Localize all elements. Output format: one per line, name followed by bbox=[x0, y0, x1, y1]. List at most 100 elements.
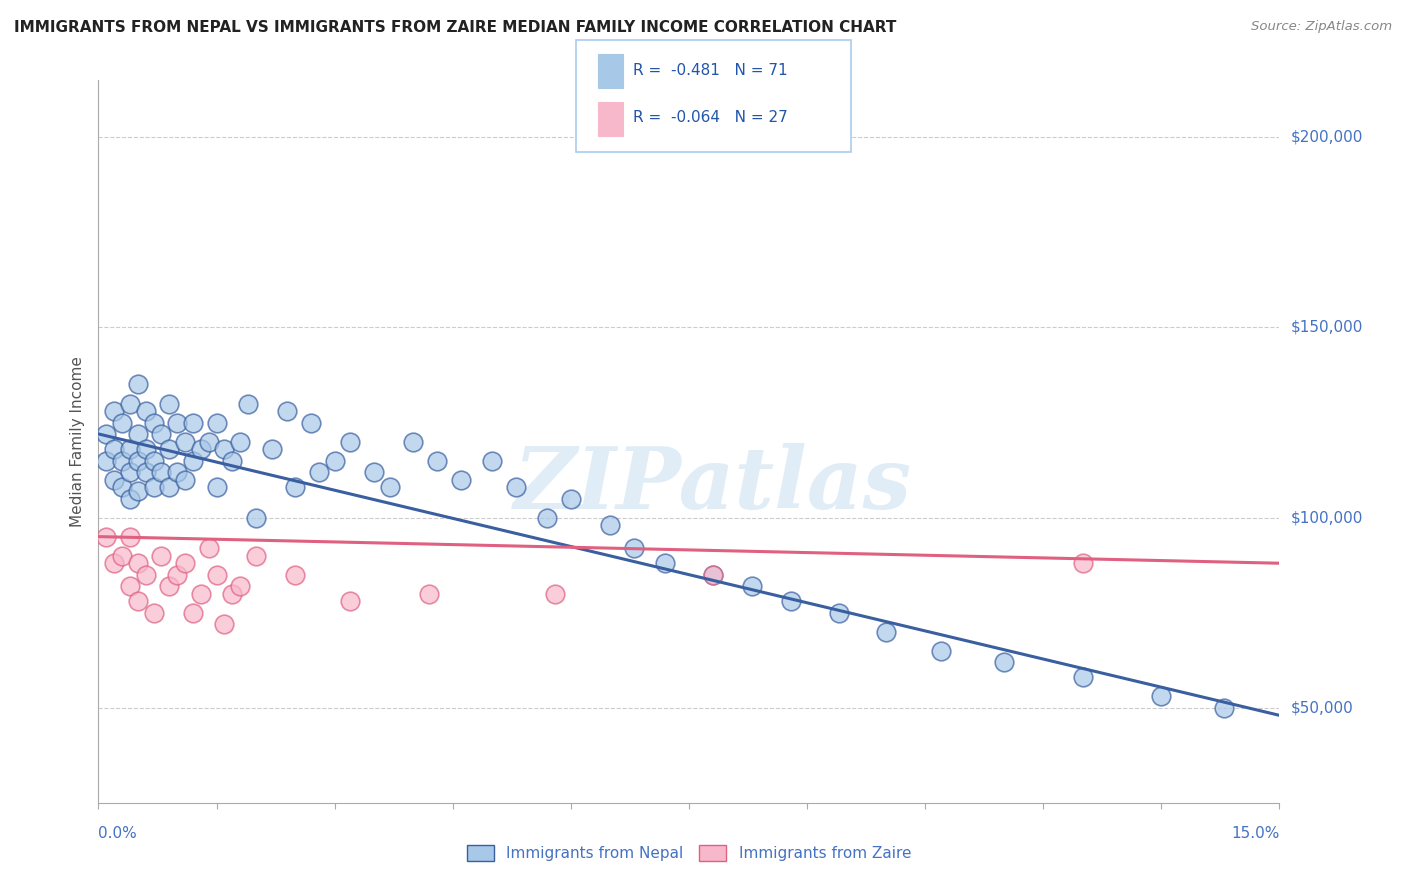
Point bbox=[205, 416, 228, 430]
Point bbox=[205, 480, 228, 494]
Point bbox=[1071, 670, 1094, 684]
Point bbox=[103, 404, 125, 418]
Point bbox=[505, 480, 527, 494]
Point bbox=[190, 587, 212, 601]
Point bbox=[174, 473, 197, 487]
Point bbox=[599, 518, 621, 533]
Point bbox=[135, 404, 157, 418]
Point bbox=[993, 655, 1015, 669]
Point bbox=[284, 480, 307, 494]
Point bbox=[284, 567, 307, 582]
Point bbox=[245, 510, 267, 524]
Point bbox=[197, 434, 219, 449]
Point bbox=[741, 579, 763, 593]
Point bbox=[481, 453, 503, 467]
Text: $150,000: $150,000 bbox=[1291, 320, 1362, 335]
Point bbox=[157, 396, 180, 410]
Point bbox=[96, 426, 118, 441]
Text: $50,000: $50,000 bbox=[1291, 700, 1354, 715]
Point bbox=[111, 453, 134, 467]
Point bbox=[166, 465, 188, 479]
Point bbox=[299, 416, 322, 430]
Point bbox=[142, 480, 165, 494]
Point bbox=[1150, 690, 1173, 704]
Point bbox=[127, 556, 149, 570]
Point bbox=[929, 643, 952, 657]
Point bbox=[127, 377, 149, 392]
Point bbox=[236, 396, 259, 410]
Point bbox=[623, 541, 645, 555]
Point bbox=[378, 480, 401, 494]
Point bbox=[827, 606, 849, 620]
Point bbox=[1071, 556, 1094, 570]
Point bbox=[181, 606, 204, 620]
Point bbox=[181, 416, 204, 430]
Point bbox=[142, 453, 165, 467]
Text: IMMIGRANTS FROM NEPAL VS IMMIGRANTS FROM ZAIRE MEDIAN FAMILY INCOME CORRELATION : IMMIGRANTS FROM NEPAL VS IMMIGRANTS FROM… bbox=[14, 20, 897, 35]
Text: $100,000: $100,000 bbox=[1291, 510, 1362, 525]
Point bbox=[536, 510, 558, 524]
Point bbox=[363, 465, 385, 479]
Point bbox=[118, 465, 141, 479]
Point bbox=[127, 483, 149, 498]
Point bbox=[150, 465, 173, 479]
Point bbox=[111, 549, 134, 563]
Point bbox=[118, 530, 141, 544]
Point bbox=[323, 453, 346, 467]
Point bbox=[127, 453, 149, 467]
Point bbox=[544, 587, 567, 601]
Point bbox=[780, 594, 803, 608]
Text: 15.0%: 15.0% bbox=[1232, 826, 1279, 840]
Point bbox=[260, 442, 283, 457]
Text: $200,000: $200,000 bbox=[1291, 130, 1362, 145]
Point bbox=[103, 556, 125, 570]
Point bbox=[166, 567, 188, 582]
Point bbox=[127, 594, 149, 608]
Point bbox=[150, 426, 173, 441]
Point bbox=[875, 624, 897, 639]
Point bbox=[135, 442, 157, 457]
Point bbox=[418, 587, 440, 601]
Point bbox=[111, 480, 134, 494]
Point bbox=[702, 567, 724, 582]
Point bbox=[118, 442, 141, 457]
Point bbox=[118, 396, 141, 410]
Text: 0.0%: 0.0% bbox=[98, 826, 138, 840]
Point bbox=[135, 567, 157, 582]
Point bbox=[402, 434, 425, 449]
Point bbox=[308, 465, 330, 479]
Point bbox=[181, 453, 204, 467]
Point bbox=[450, 473, 472, 487]
Point bbox=[166, 416, 188, 430]
Point bbox=[197, 541, 219, 555]
Point bbox=[174, 556, 197, 570]
Point bbox=[118, 491, 141, 506]
Point bbox=[96, 453, 118, 467]
Point bbox=[214, 442, 236, 457]
Text: R =  -0.064   N = 27: R = -0.064 N = 27 bbox=[633, 111, 787, 125]
Point bbox=[142, 416, 165, 430]
Legend: Immigrants from Nepal, Immigrants from Zaire: Immigrants from Nepal, Immigrants from Z… bbox=[461, 839, 917, 867]
Point bbox=[103, 442, 125, 457]
Point bbox=[245, 549, 267, 563]
Point bbox=[205, 567, 228, 582]
Y-axis label: Median Family Income: Median Family Income bbox=[70, 356, 86, 527]
Point bbox=[174, 434, 197, 449]
Text: R =  -0.481   N = 71: R = -0.481 N = 71 bbox=[633, 63, 787, 78]
Point bbox=[135, 465, 157, 479]
Point bbox=[221, 453, 243, 467]
Point bbox=[654, 556, 676, 570]
Point bbox=[142, 606, 165, 620]
Point bbox=[118, 579, 141, 593]
Point bbox=[560, 491, 582, 506]
Point bbox=[214, 617, 236, 632]
Point bbox=[339, 434, 361, 449]
Point bbox=[150, 549, 173, 563]
Point bbox=[276, 404, 298, 418]
Point bbox=[221, 587, 243, 601]
Text: ZIPatlas: ZIPatlas bbox=[513, 443, 911, 526]
Point bbox=[190, 442, 212, 457]
Text: Source: ZipAtlas.com: Source: ZipAtlas.com bbox=[1251, 20, 1392, 33]
Point bbox=[103, 473, 125, 487]
Point bbox=[702, 567, 724, 582]
